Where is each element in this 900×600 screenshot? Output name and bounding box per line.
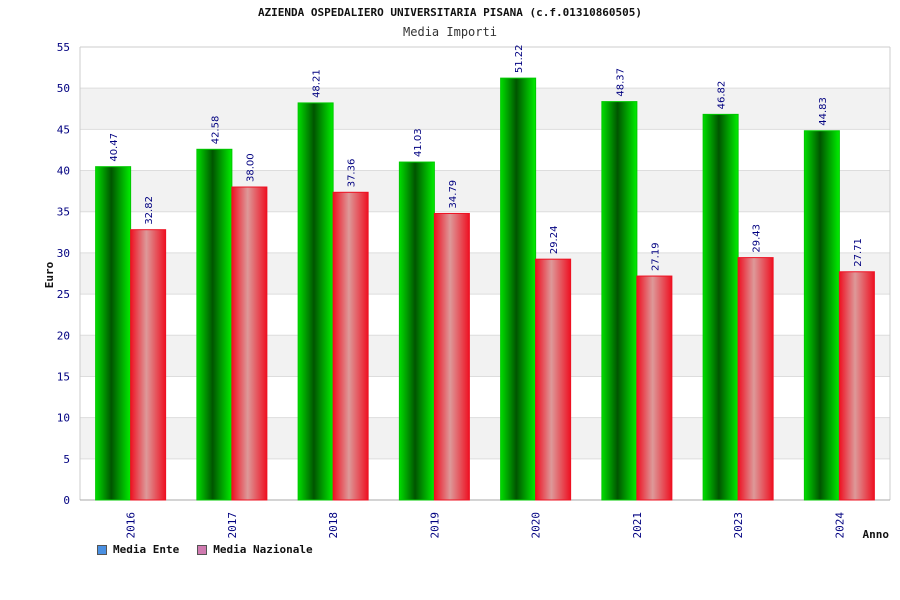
y-tick-label: 0 bbox=[63, 494, 70, 507]
bar-nazionale-2021 bbox=[636, 275, 673, 501]
value-label-nazionale-2020: 29.24 bbox=[549, 226, 560, 255]
bar-nazionale-2024 bbox=[838, 271, 875, 501]
legend-swatch-ente bbox=[97, 544, 107, 555]
bar-ente-2021 bbox=[601, 101, 638, 501]
bar-ente-2019 bbox=[398, 161, 435, 501]
y-tick-label: 30 bbox=[57, 247, 70, 260]
x-tick-label-2024: 2024 bbox=[833, 512, 846, 539]
legend-item-nazionale: Media Nazionale bbox=[197, 543, 313, 556]
y-tick-label: 10 bbox=[57, 412, 70, 425]
bar-nazionale-2018 bbox=[332, 191, 369, 501]
bar-ente-2024 bbox=[803, 130, 840, 501]
grid-band bbox=[80, 88, 890, 130]
value-label-ente-2017: 42.58 bbox=[210, 116, 221, 145]
value-label-nazionale-2019: 34.79 bbox=[448, 180, 459, 209]
x-tick-label-2020: 2020 bbox=[530, 512, 543, 539]
value-label-nazionale-2021: 27.19 bbox=[650, 242, 661, 271]
value-label-nazionale-2017: 38.00 bbox=[245, 153, 256, 182]
legend-label-ente: Media Ente bbox=[113, 543, 180, 556]
legend-label-nazionale: Media Nazionale bbox=[213, 543, 313, 556]
x-tick-label-2023: 2023 bbox=[732, 512, 745, 539]
y-tick-label: 55 bbox=[57, 41, 70, 54]
chart-title: AZIENDA OSPEDALIERO UNIVERSITARIA PISANA… bbox=[257, 6, 643, 19]
bar-ente-2018 bbox=[297, 102, 334, 501]
x-tick-label-2019: 2019 bbox=[428, 512, 441, 539]
y-tick-label: 15 bbox=[57, 370, 70, 383]
value-label-ente-2018: 48.21 bbox=[312, 69, 323, 98]
value-label-nazionale-2023: 29.43 bbox=[752, 224, 763, 253]
x-tick-label-2021: 2021 bbox=[631, 512, 644, 539]
x-tick-label-2017: 2017 bbox=[226, 512, 239, 539]
y-axis-label: Euro bbox=[43, 261, 56, 288]
y-tick-label: 45 bbox=[57, 123, 70, 136]
bar-ente-2020 bbox=[500, 77, 537, 501]
x-axis-label: Anno bbox=[863, 528, 890, 541]
value-label-ente-2023: 46.82 bbox=[717, 81, 728, 110]
bar-ente-2016 bbox=[95, 166, 132, 501]
chart-subtitle: Media Importi bbox=[403, 25, 497, 39]
bar-nazionale-2016 bbox=[130, 229, 167, 501]
legend-item-ente: Media Ente bbox=[97, 543, 179, 556]
y-tick-label: 5 bbox=[63, 453, 70, 466]
value-label-ente-2021: 48.37 bbox=[615, 68, 626, 97]
legend: Media Ente Media Nazionale bbox=[97, 543, 313, 556]
value-label-nazionale-2024: 27.71 bbox=[853, 238, 864, 267]
y-tick-label: 20 bbox=[57, 329, 70, 342]
value-label-ente-2024: 44.83 bbox=[818, 97, 829, 126]
value-label-nazionale-2016: 32.82 bbox=[144, 196, 155, 225]
legend-swatch-nazionale bbox=[197, 544, 208, 555]
y-tick-label: 50 bbox=[57, 82, 70, 95]
bar-ente-2017 bbox=[196, 148, 233, 501]
value-label-ente-2020: 51.22 bbox=[514, 44, 525, 73]
y-tick-label: 40 bbox=[57, 165, 70, 178]
bar-ente-2023 bbox=[702, 113, 739, 501]
y-tick-label: 35 bbox=[57, 206, 70, 219]
x-tick-label-2018: 2018 bbox=[327, 512, 340, 539]
bar-nazionale-2017 bbox=[231, 186, 268, 501]
bar-nazionale-2020 bbox=[535, 258, 572, 501]
bar-nazionale-2023 bbox=[737, 257, 774, 501]
value-label-ente-2016: 40.47 bbox=[109, 133, 120, 162]
value-label-ente-2019: 41.03 bbox=[413, 128, 424, 157]
x-tick-label-2016: 2016 bbox=[125, 512, 138, 539]
grid-band bbox=[80, 47, 890, 89]
bar-nazionale-2019 bbox=[433, 212, 470, 501]
y-tick-label: 25 bbox=[57, 288, 70, 301]
value-label-nazionale-2018: 37.36 bbox=[347, 159, 358, 188]
